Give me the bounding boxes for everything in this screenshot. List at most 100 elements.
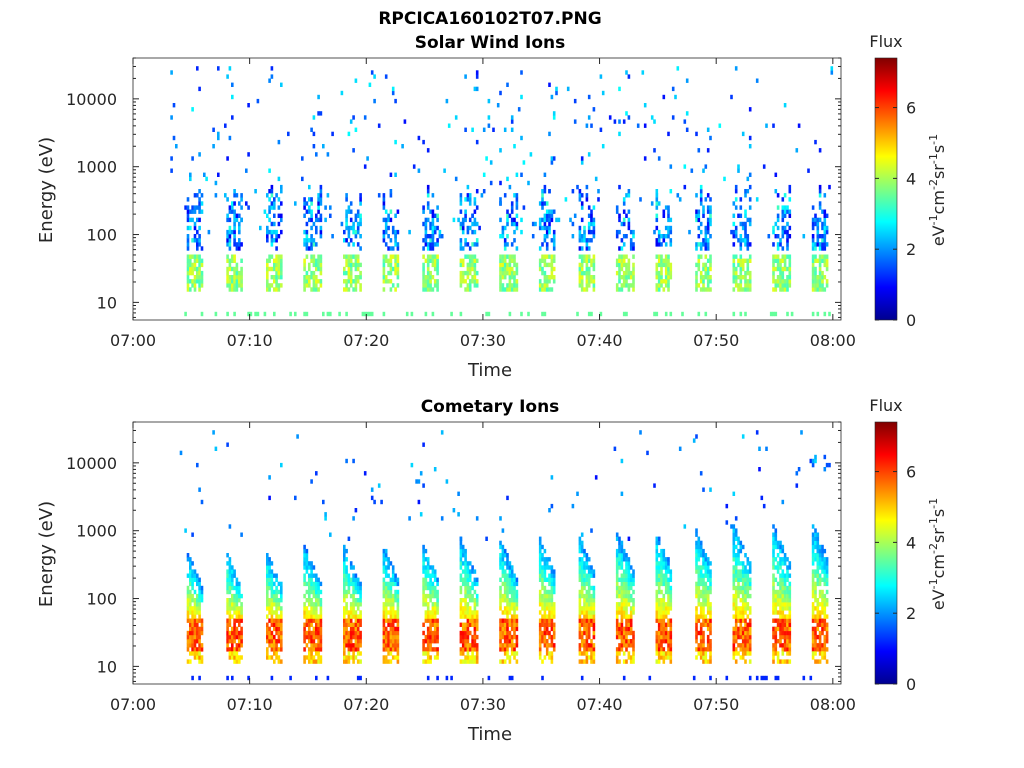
heatmap-cell [352, 593, 355, 599]
heatmap-cell [660, 626, 663, 632]
heatmap-cell [625, 213, 628, 218]
heatmap-cell [228, 585, 232, 591]
heatmap-cell [354, 610, 358, 615]
heatmap-cell [788, 275, 792, 280]
heatmap-cell [706, 569, 710, 574]
heatmap-cell [779, 626, 782, 632]
heatmap-cell [189, 217, 192, 223]
heatmap-cell [268, 254, 271, 259]
heatmap-cell [545, 618, 549, 623]
heatmap-cell [737, 651, 740, 656]
heatmap-cell [545, 614, 549, 619]
heatmap-cell [433, 467, 437, 472]
heatmap-cell [384, 258, 388, 263]
heatmap-cell [471, 651, 474, 656]
heatmap-cell [315, 287, 318, 292]
heatmap-cell [347, 655, 351, 660]
heatmap-cell [590, 209, 593, 214]
heatmap-cell [513, 279, 516, 284]
heatmap-cell [426, 659, 430, 664]
heatmap-cell [706, 577, 710, 582]
heatmap-cell [590, 238, 593, 243]
heatmap-cell [424, 577, 428, 582]
plot-frame [132, 421, 842, 685]
heatmap-cell [370, 311, 374, 317]
heatmap-cell [513, 217, 516, 223]
heatmap-cell [277, 581, 281, 587]
heatmap-cell [580, 254, 584, 259]
heatmap-cell [583, 659, 586, 664]
heatmap-cell [580, 577, 584, 582]
heatmap-cell [786, 557, 789, 562]
heatmap-cell [461, 221, 465, 227]
heatmap-cell [471, 569, 474, 574]
heatmap-cell [317, 634, 320, 640]
heatmap-cell [275, 610, 278, 615]
heatmap-cell [345, 217, 348, 223]
heatmap-cell [294, 495, 297, 501]
heatmap-cell [706, 602, 710, 607]
heatmap-cell [193, 606, 197, 611]
heatmap-cell [657, 258, 661, 263]
heatmap-cell [189, 172, 192, 177]
heatmap-cell [732, 229, 736, 235]
heatmap-cell [734, 283, 738, 288]
heatmap-cell [391, 606, 395, 611]
heatmap-cell [228, 275, 232, 280]
heatmap-cell [273, 639, 276, 644]
heatmap-cell [669, 164, 673, 169]
heatmap-cell [811, 532, 815, 537]
heatmap-cell [552, 254, 556, 259]
heatmap-cell [198, 266, 201, 272]
heatmap-cell [468, 655, 472, 660]
heatmap-cell [198, 651, 201, 656]
heatmap-cell [823, 213, 827, 218]
heatmap-cell [508, 630, 512, 636]
heatmap-cell [557, 217, 561, 223]
heatmap-cell [776, 655, 780, 660]
heatmap-cell [816, 634, 820, 640]
heatmap-cell [473, 659, 477, 664]
heatmap-cell [744, 622, 747, 627]
heatmap-cell [513, 577, 516, 582]
heatmap-cell [231, 585, 234, 591]
heatmap-cell [783, 581, 787, 587]
heatmap-cell [578, 569, 582, 574]
heatmap-cell [709, 205, 712, 210]
heatmap-cell [394, 589, 397, 595]
heatmap-cell [198, 614, 201, 619]
heatmap-cell [664, 262, 668, 268]
heatmap-cell [468, 262, 472, 268]
heatmap-cell [506, 557, 509, 562]
heatmap-cell [578, 589, 582, 595]
heatmap-cell [266, 229, 269, 235]
heatmap-cell [266, 577, 269, 582]
heatmap-cell [669, 270, 673, 276]
heatmap-cell [310, 602, 313, 607]
heatmap-cell [697, 602, 701, 607]
heatmap-cell [266, 193, 269, 198]
heatmap-cell [741, 262, 745, 268]
heatmap-cell [695, 606, 698, 611]
heatmap-cell [359, 659, 362, 664]
heatmap-cell [277, 639, 281, 644]
heatmap-cell [319, 610, 323, 615]
heatmap-cell [550, 622, 554, 627]
heatmap-cell [625, 630, 628, 636]
heatmap-cell [305, 254, 309, 259]
heatmap-cell [811, 573, 815, 578]
heatmap-cell [349, 622, 353, 627]
heatmap-cell [515, 643, 519, 648]
heatmap-cell [396, 209, 400, 214]
heatmap-cell [384, 614, 388, 619]
heatmap-cell [538, 626, 542, 632]
heatmap-cell [550, 503, 554, 509]
heatmap-cell [475, 610, 479, 615]
heatmap-cell [303, 544, 306, 550]
heatmap-cell [583, 630, 586, 636]
heatmap-cell [347, 577, 351, 582]
heatmap-cell [615, 262, 619, 268]
heatmap-cell [734, 229, 738, 235]
heatmap-cell [709, 647, 712, 652]
heatmap-cell [667, 262, 670, 268]
